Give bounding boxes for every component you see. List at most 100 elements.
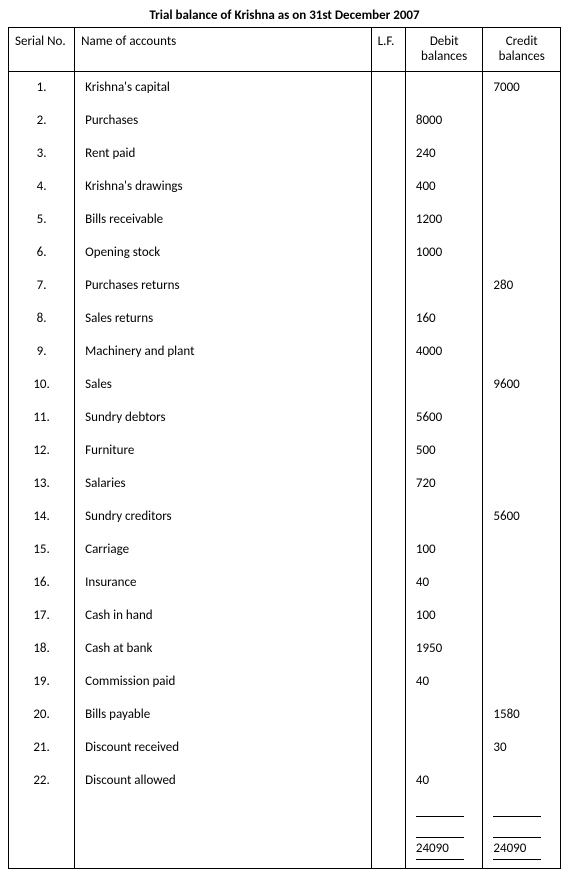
cell-credit [483, 633, 561, 666]
cell-account-name: Carriage [75, 534, 372, 567]
cell-debit: 40 [405, 666, 483, 699]
cell-serial: 2. [9, 105, 75, 138]
cell-account-name: Rent paid [75, 138, 372, 171]
table-row: 14.Sundry creditors5600 [9, 501, 561, 534]
table-row: 8.Sales returns160 [9, 303, 561, 336]
table-row: 1.Krishna's capital 7000 [9, 72, 561, 105]
table-row: 3.Rent paid240 [9, 138, 561, 171]
cell-debit: 240 [405, 138, 483, 171]
cell-serial [9, 829, 75, 869]
cell-account-name: Sales [75, 369, 372, 402]
cell-account-name: Krishna's drawings [75, 171, 372, 204]
table-row: 16.Insurance 40 [9, 567, 561, 600]
cell-credit [483, 435, 561, 468]
cell-serial: 5. [9, 204, 75, 237]
header-credit: Credit balances [483, 28, 561, 72]
cell-serial: 9. [9, 336, 75, 369]
header-serial: Serial No. [9, 28, 75, 72]
cell-debit: 1000 [405, 237, 483, 270]
cell-account-name: Bills payable [75, 699, 372, 732]
cell-credit-total: 24090 [483, 829, 561, 869]
table-row: 12.Furniture500 [9, 435, 561, 468]
cell-serial: 7. [9, 270, 75, 303]
table-header-row: Serial No. Name of accounts L.F. Debit b… [9, 28, 561, 72]
table-row: 20.Bills payable1580 [9, 699, 561, 732]
table-row: 2.Purchases8000 [9, 105, 561, 138]
cell-debit: 40 [405, 567, 483, 600]
cell-account-name: Salaries [75, 468, 372, 501]
table-row: 18.Cash at bank1950 [9, 633, 561, 666]
cell-serial: 14. [9, 501, 75, 534]
cell-lf [371, 171, 405, 204]
cell-credit [483, 666, 561, 699]
cell-lf [371, 468, 405, 501]
cell-debit: 5600 [405, 402, 483, 435]
cell-serial: 15. [9, 534, 75, 567]
cell-account-name: Machinery and plant [75, 336, 372, 369]
cell-lf [371, 732, 405, 765]
page-title: Trial balance of Krishna as on 31st Dece… [8, 8, 561, 23]
cell-serial: 13. [9, 468, 75, 501]
cell-serial: 18. [9, 633, 75, 666]
cell-credit [483, 534, 561, 567]
cell-account-name: Sundry creditors [75, 501, 372, 534]
cell-account-name: Commission paid [75, 666, 372, 699]
cell-debit [405, 699, 483, 732]
cell-credit [483, 204, 561, 237]
table-row: 15.Carriage100 [9, 534, 561, 567]
totals-row: 24090 24090 [9, 829, 561, 869]
cell-lf [371, 303, 405, 336]
cell-serial: 4. [9, 171, 75, 204]
cell-credit [483, 600, 561, 633]
cell-account-name [75, 829, 372, 869]
table-row: 22.Discount allowed 40 [9, 765, 561, 798]
cell-account-name: Bills receivable [75, 204, 372, 237]
table-row: 21.Discount received30 [9, 732, 561, 765]
cell-debit [405, 732, 483, 765]
cell-lf [371, 567, 405, 600]
cell-lf [371, 369, 405, 402]
cell-serial: 11. [9, 402, 75, 435]
cell-debit [405, 369, 483, 402]
cell-lf [371, 699, 405, 732]
cell-lf [371, 237, 405, 270]
cell-lf [371, 600, 405, 633]
cell-debit: 40 [405, 765, 483, 798]
cell-credit [483, 468, 561, 501]
cell-credit: 9600 [483, 369, 561, 402]
cell-account-name: Insurance [75, 567, 372, 600]
cell-serial: 16. [9, 567, 75, 600]
cell-lf [371, 336, 405, 369]
cell-account-name: Furniture [75, 435, 372, 468]
cell-lf [371, 270, 405, 303]
cell-serial: 1. [9, 72, 75, 105]
cell-credit [483, 402, 561, 435]
cell-lf [371, 633, 405, 666]
cell-debit: 720 [405, 468, 483, 501]
cell-debit: 1950 [405, 633, 483, 666]
cell-credit: 7000 [483, 72, 561, 105]
cell-lf [371, 765, 405, 798]
table-row: 7.Purchases returns280 [9, 270, 561, 303]
cell-debit: 8000 [405, 105, 483, 138]
cell-account-name: Purchases returns [75, 270, 372, 303]
cell-account-name: Krishna's capital [75, 72, 372, 105]
total-divider [493, 816, 541, 817]
header-debit: Debit balances [405, 28, 483, 72]
cell-credit [483, 567, 561, 600]
cell-account-name: Discount allowed [75, 765, 372, 798]
cell-serial: 22. [9, 765, 75, 798]
table-row: 19.Commission paid40 [9, 666, 561, 699]
cell-lf [371, 435, 405, 468]
cell-debit: 160 [405, 303, 483, 336]
table-row: 10.Sales9600 [9, 369, 561, 402]
cell-lf [371, 72, 405, 105]
cell-debit [405, 270, 483, 303]
cell-account-name: Cash in hand [75, 600, 372, 633]
cell-credit [483, 105, 561, 138]
cell-lf [371, 501, 405, 534]
table-row: 5.Bills receivable1200 [9, 204, 561, 237]
total-debit-value: 24090 [416, 837, 464, 860]
table-row: 6.Opening stock1000 [9, 237, 561, 270]
cell-debit [405, 72, 483, 105]
